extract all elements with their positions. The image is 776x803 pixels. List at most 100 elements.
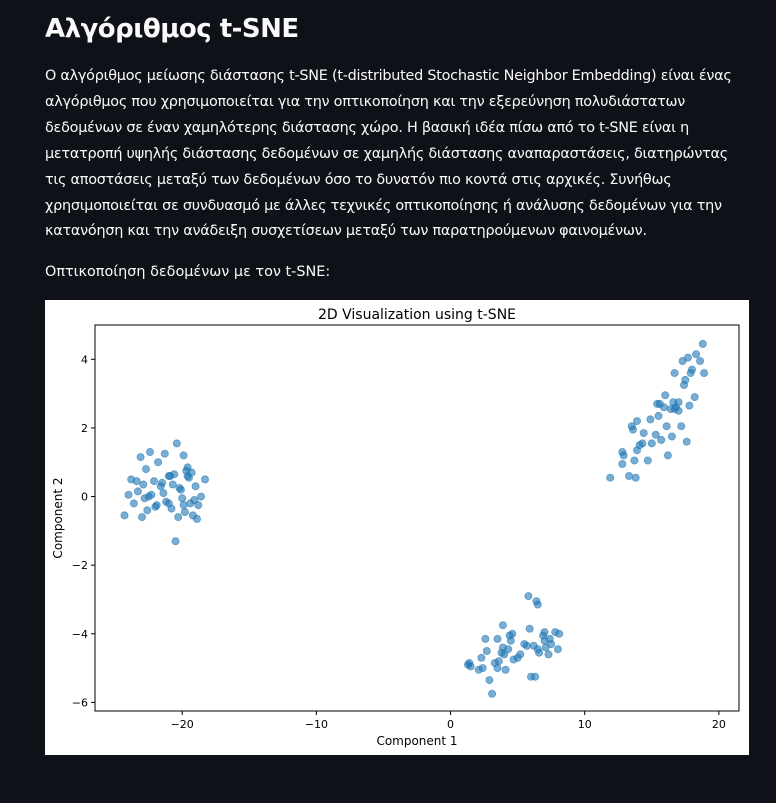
data-point — [686, 369, 695, 378]
data-point — [696, 357, 705, 366]
data-point — [680, 381, 689, 390]
data-point — [619, 451, 628, 460]
data-point — [139, 480, 148, 489]
data-point — [191, 482, 200, 491]
data-point — [533, 645, 542, 654]
y-tick-label: −6 — [72, 696, 88, 709]
section-subheading: Οπτικοποίηση δεδομένων με τον t-SNE: — [45, 264, 331, 280]
data-point — [555, 629, 564, 638]
data-point — [631, 473, 640, 482]
data-point — [500, 650, 509, 659]
x-axis-label: Component 1 — [376, 734, 457, 748]
y-axis-label: Component 2 — [51, 477, 65, 558]
data-point — [192, 514, 201, 523]
data-point — [142, 465, 151, 474]
data-point — [531, 672, 540, 681]
data-point — [200, 475, 209, 484]
data-point — [176, 485, 185, 494]
data-point — [158, 478, 167, 487]
data-point — [152, 501, 161, 510]
data-point — [138, 513, 147, 522]
data-point — [647, 439, 656, 448]
x-tick-label: −20 — [171, 718, 194, 731]
data-point — [682, 437, 691, 446]
data-point — [655, 399, 664, 408]
x-tick-label: 20 — [712, 718, 726, 731]
x-tick-label: 0 — [447, 718, 454, 731]
data-point — [685, 401, 694, 410]
data-point — [171, 537, 180, 546]
x-tick-label: 10 — [578, 718, 592, 731]
data-point — [540, 636, 549, 645]
data-point — [654, 411, 663, 420]
data-point — [174, 513, 183, 522]
data-point — [635, 441, 644, 450]
y-axis-ticks: −6 −4 −2 0 2 4 — [72, 353, 95, 709]
data-point — [505, 631, 514, 640]
data-point — [159, 489, 168, 498]
data-point — [698, 339, 707, 348]
data-point — [146, 447, 155, 456]
data-point — [129, 499, 138, 508]
data-point — [606, 473, 615, 482]
data-point — [520, 640, 529, 649]
data-point — [494, 657, 503, 666]
data-point — [700, 369, 709, 378]
tsne-scatter-chart: 2D Visualization using t-SNE −20 −10 0 10 20… — [51, 307, 740, 748]
data-point — [474, 665, 483, 674]
data-point — [533, 600, 542, 609]
data-point — [513, 653, 522, 662]
plot-frame — [94, 324, 740, 712]
data-point — [179, 501, 188, 510]
data-point — [124, 490, 133, 499]
data-point — [651, 430, 660, 439]
data-point — [504, 645, 513, 654]
data-point — [493, 634, 502, 643]
data-point — [150, 477, 159, 486]
y-tick-label: −2 — [72, 559, 88, 572]
data-point — [120, 511, 129, 520]
data-point — [154, 458, 163, 467]
data-point — [627, 422, 636, 431]
data-point — [172, 439, 181, 448]
data-point — [661, 391, 670, 400]
data-point — [646, 415, 655, 424]
data-point — [488, 689, 497, 698]
x-tick-label: −10 — [305, 718, 328, 731]
data-point — [164, 499, 173, 508]
scatter-points — [120, 339, 709, 698]
data-point — [132, 477, 141, 486]
data-point — [160, 449, 169, 458]
data-point — [670, 369, 679, 378]
data-point — [630, 456, 639, 465]
data-point — [525, 624, 534, 633]
data-point — [196, 492, 205, 501]
data-point — [166, 471, 175, 480]
data-point — [524, 592, 533, 601]
data-point — [625, 471, 634, 480]
data-point — [133, 487, 142, 496]
data-point — [481, 634, 490, 643]
page-title: Αλγόριθμος t-SNE — [45, 14, 299, 44]
data-point — [501, 665, 510, 674]
data-point — [482, 646, 491, 655]
data-point — [168, 480, 177, 489]
data-point — [678, 357, 687, 366]
data-point — [690, 393, 699, 402]
data-point — [639, 429, 648, 438]
x-axis-ticks: −20 −10 0 10 20 — [171, 711, 726, 731]
data-point — [633, 417, 642, 426]
data-point — [692, 350, 701, 359]
data-point — [180, 507, 189, 516]
data-point — [466, 662, 475, 671]
data-point — [657, 435, 666, 444]
data-point — [547, 640, 556, 649]
intro-paragraph: Ο αλγόριθμος μείωσης διάστασης t-SNE (t-… — [45, 68, 732, 240]
y-tick-label: 0 — [81, 491, 88, 504]
data-point — [544, 650, 553, 659]
data-point — [677, 422, 686, 431]
y-tick-label: −4 — [72, 628, 88, 641]
data-point — [183, 471, 192, 480]
data-point — [190, 495, 199, 504]
data-point — [477, 653, 486, 662]
